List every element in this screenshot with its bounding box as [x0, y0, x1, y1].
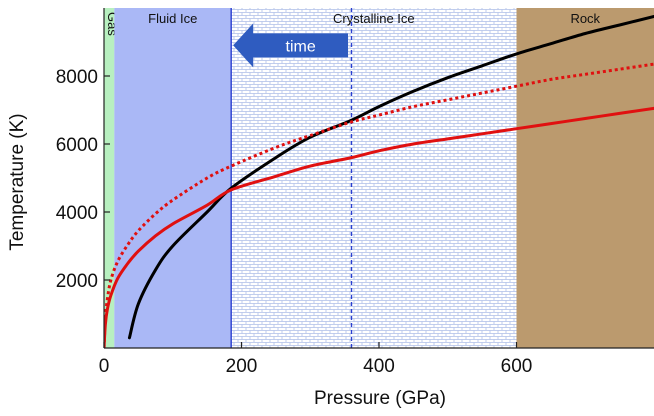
annotations: time [233, 23, 349, 68]
x-axis-title: Pressure (GPa) [314, 388, 446, 409]
region-fluid-ice [114, 8, 232, 348]
x-tick-label: 0 [99, 356, 110, 377]
y-tick-label: 2000 [56, 271, 98, 292]
series-line-2 [104, 62, 654, 348]
region-label-rock: Rock [570, 11, 600, 26]
y-axis-title: Temperature (K) [7, 113, 28, 250]
region-label-fluid-ice: Fluid Ice [148, 11, 197, 26]
region-crystalline-ice [231, 8, 517, 348]
y-tick-label: 6000 [56, 135, 98, 156]
y-tick-label: 4000 [56, 203, 98, 224]
boundary-lines [230, 8, 353, 348]
phase-regions: Gas Fluid Ice Crystalline Ice Rock [104, 8, 654, 348]
region-rock [516, 8, 654, 348]
x-tick-label: 600 [501, 356, 533, 377]
time-arrow [233, 23, 349, 68]
time-arrow-label: time [286, 38, 316, 55]
y-tick-label: 8000 [56, 67, 98, 88]
y-ticks: 2000 4000 6000 8000 [56, 67, 110, 292]
series-line-1 [127, 15, 654, 340]
x-ticks: 0 200 400 600 [99, 342, 533, 377]
x-tick-label: 200 [226, 356, 258, 377]
x-tick-label: 400 [363, 356, 395, 377]
temperature-curves [104, 15, 654, 348]
series-line-3 [104, 106, 654, 348]
region-gas [104, 8, 115, 348]
region-label-crystalline-ice: Crystalline Ice [333, 11, 415, 26]
